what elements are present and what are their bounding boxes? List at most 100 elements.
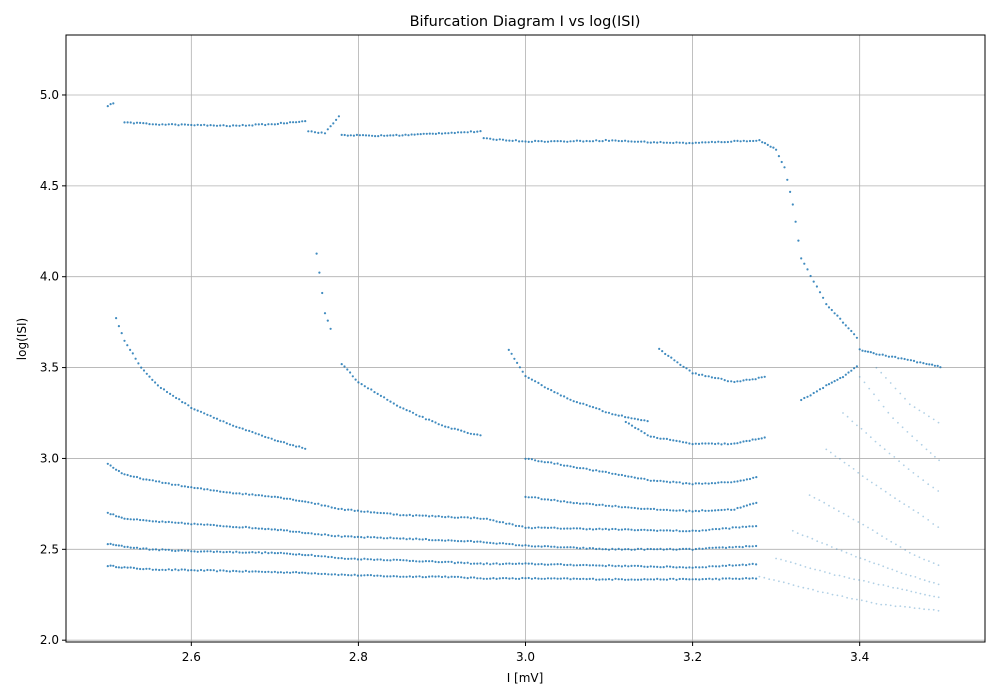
scatter-point	[691, 372, 694, 375]
scatter-point	[129, 121, 132, 124]
scatter-point	[659, 547, 662, 551]
scatter-point	[115, 317, 118, 320]
scatter-point	[932, 418, 935, 421]
scatter-point	[206, 568, 209, 572]
scatter-point	[132, 546, 135, 550]
scatter-point	[369, 536, 372, 539]
scatter-point	[672, 548, 675, 551]
scatter-point	[485, 577, 488, 580]
scatter-point	[656, 565, 659, 569]
scatter-point	[363, 385, 366, 388]
scatter-point	[485, 562, 488, 565]
scatter-point	[556, 392, 559, 395]
scatter-point	[611, 505, 614, 508]
scatter-point	[405, 538, 408, 541]
scatter-point	[117, 469, 120, 473]
scatter-point	[640, 528, 643, 532]
scatter-point	[701, 509, 704, 512]
scatter-point	[479, 577, 482, 580]
x-tick-label: 3.2	[683, 650, 702, 664]
scatter-point	[330, 506, 333, 509]
grid	[66, 35, 985, 642]
scatter-point	[694, 529, 698, 532]
scatter-point	[379, 536, 382, 539]
scatter-point	[595, 469, 598, 472]
scatter-point	[563, 577, 566, 580]
scatter-point	[350, 535, 353, 538]
scatter-point	[399, 558, 402, 562]
scatter-point	[656, 141, 659, 144]
scatter-point	[833, 574, 836, 576]
scatter-point	[178, 398, 181, 401]
scatter-point	[850, 329, 853, 333]
scatter-point	[834, 455, 837, 458]
scatter-point	[652, 578, 656, 581]
scatter-point	[675, 509, 678, 512]
scatter-point	[710, 509, 714, 512]
scatter-point	[353, 509, 356, 512]
scatter-point	[167, 548, 170, 551]
scatter-point	[755, 525, 758, 528]
scatter-point	[482, 517, 485, 520]
scatter-point	[643, 528, 646, 531]
scatter-point	[285, 122, 289, 125]
scatter-point	[228, 491, 231, 494]
scatter-point	[177, 483, 180, 486]
scatter-point	[738, 564, 741, 567]
scatter-point	[763, 436, 766, 439]
scatter-point	[611, 527, 614, 531]
scatter-point	[167, 482, 170, 485]
scatter-point	[556, 499, 559, 502]
scatter-point	[550, 461, 553, 464]
scatter-point	[351, 375, 354, 378]
scatter-point	[109, 513, 112, 516]
scatter-point	[617, 505, 620, 508]
scatter-point	[595, 547, 598, 551]
scatter-point	[607, 504, 611, 507]
scatter-point	[353, 536, 356, 539]
scatter-point	[383, 134, 386, 137]
scatter-point	[868, 560, 871, 563]
scatter-point	[601, 470, 604, 473]
scatter-point	[453, 575, 456, 579]
scatter-point	[219, 490, 222, 493]
scatter-point	[681, 547, 685, 551]
scatter-point	[180, 568, 183, 571]
scatter-point	[575, 401, 579, 404]
scatter-point	[646, 578, 649, 581]
scatter-point	[425, 132, 428, 135]
scatter-point	[904, 397, 906, 400]
scatter-point	[421, 576, 424, 579]
scatter-point	[112, 564, 115, 567]
scatter-point	[444, 560, 447, 564]
scatter-point	[340, 133, 343, 136]
scatter-point	[928, 363, 931, 366]
scatter-point	[424, 560, 427, 563]
scatter-point	[825, 448, 828, 451]
scatter-point	[257, 123, 260, 126]
scatter-point	[301, 120, 304, 123]
scatter-point	[721, 577, 724, 580]
scatter-point	[337, 573, 340, 577]
scatter-point	[537, 381, 540, 384]
scatter-point	[346, 134, 349, 137]
scatter-point	[379, 558, 382, 561]
scatter-point	[170, 549, 174, 552]
scatter-point	[937, 526, 940, 528]
scatter-point	[407, 134, 410, 137]
scatter-point	[215, 570, 219, 573]
scatter-point	[731, 546, 734, 549]
scatter-point	[694, 141, 697, 144]
scatter-point	[636, 507, 640, 510]
scatter-point	[505, 577, 508, 580]
scatter-point	[939, 366, 942, 369]
scatter-point	[563, 395, 566, 398]
scatter-point	[398, 134, 401, 137]
scatter-point	[408, 575, 411, 578]
scatter-point	[360, 510, 363, 513]
scatter-point	[575, 564, 579, 567]
scatter-point	[534, 459, 537, 462]
scatter-point	[918, 607, 921, 610]
scatter-point	[697, 442, 701, 445]
scatter-point	[518, 544, 521, 547]
